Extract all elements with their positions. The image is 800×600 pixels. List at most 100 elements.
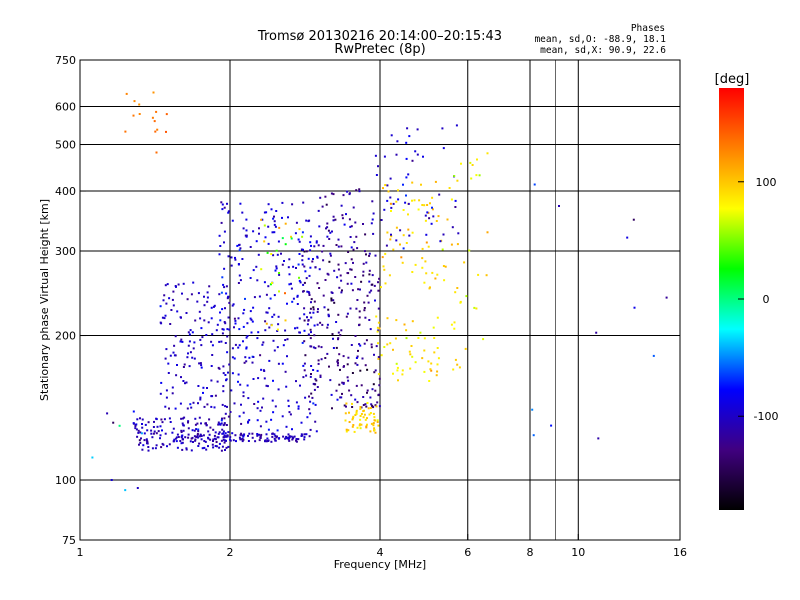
data-point [226,434,229,437]
data-point [371,200,374,203]
data-point [218,293,221,296]
data-point [234,319,237,322]
data-point [295,440,298,443]
data-point [403,323,406,326]
data-point [355,384,358,387]
data-point [359,418,362,421]
data-point [255,240,258,243]
data-point [218,340,221,343]
data-point [237,263,240,265]
data-point [337,245,340,248]
data-point [395,200,398,203]
data-point [163,317,166,320]
data-point [271,231,274,234]
data-point [245,218,248,221]
data-point [377,393,380,396]
data-point [468,249,471,252]
data-point [198,442,201,445]
data-point [358,324,360,327]
data-point [186,407,189,410]
data-point [189,403,192,406]
data-point [264,329,267,332]
data-point [247,397,250,400]
data-point [272,411,275,414]
data-point [267,440,269,442]
data-point [386,199,389,202]
data-point [373,371,376,374]
data-point [227,431,230,434]
data-point [341,289,343,292]
data-point [287,266,290,269]
data-point [284,437,287,440]
data-point [187,433,190,436]
data-point [290,282,292,285]
data-point [340,245,343,248]
data-point [356,426,359,429]
data-point [290,435,293,438]
data-point [340,329,343,332]
data-point [450,243,453,246]
data-point [245,346,248,349]
data-point [309,235,312,238]
data-point [358,343,361,346]
data-point [402,247,405,250]
data-point [181,422,184,425]
data-point [392,372,394,375]
data-point [292,437,294,440]
data-point [368,413,371,416]
data-point [372,412,375,415]
data-point [405,242,408,244]
data-point [234,343,237,346]
data-point [238,243,241,246]
data-point [318,287,321,289]
data-point [238,344,241,347]
data-point [307,291,310,293]
data-point [300,421,303,424]
data-point [316,256,319,259]
data-point [200,438,203,441]
data-point [226,435,229,438]
data-point [259,425,262,428]
data-point [417,208,420,211]
data-point [377,357,380,360]
data-point [347,356,350,359]
data-point [241,437,244,440]
data-point [232,439,235,442]
data-point [214,438,217,441]
data-point [155,110,158,113]
data-point [395,226,398,229]
data-point [221,445,224,448]
data-point [395,319,398,322]
data-point [444,265,447,268]
data-point [421,357,424,360]
data-point [137,429,140,432]
data-point [171,386,174,389]
data-point [374,404,377,407]
data-point [264,320,267,323]
data-point [362,274,365,277]
data-point [219,245,222,247]
data-point [151,447,154,450]
data-point [337,313,340,316]
stats-heading: Phases [631,23,665,34]
data-point [296,295,299,298]
data-point [223,241,225,244]
data-point [159,437,161,440]
data-point [260,368,263,371]
data-point [217,421,220,424]
data-point [210,379,213,382]
data-point [319,321,322,324]
stats-x-mode: mean, sd,X: 90.9, 22.6 [540,45,666,56]
data-point [347,429,350,432]
data-point [163,418,166,421]
data-point [409,353,412,356]
data-point [320,346,323,349]
data-point [238,328,241,331]
data-point [424,260,427,263]
data-point [246,384,249,387]
data-point [356,247,359,250]
data-point [143,432,146,435]
data-point [304,270,307,273]
data-point [328,238,331,240]
data-point [180,429,183,432]
